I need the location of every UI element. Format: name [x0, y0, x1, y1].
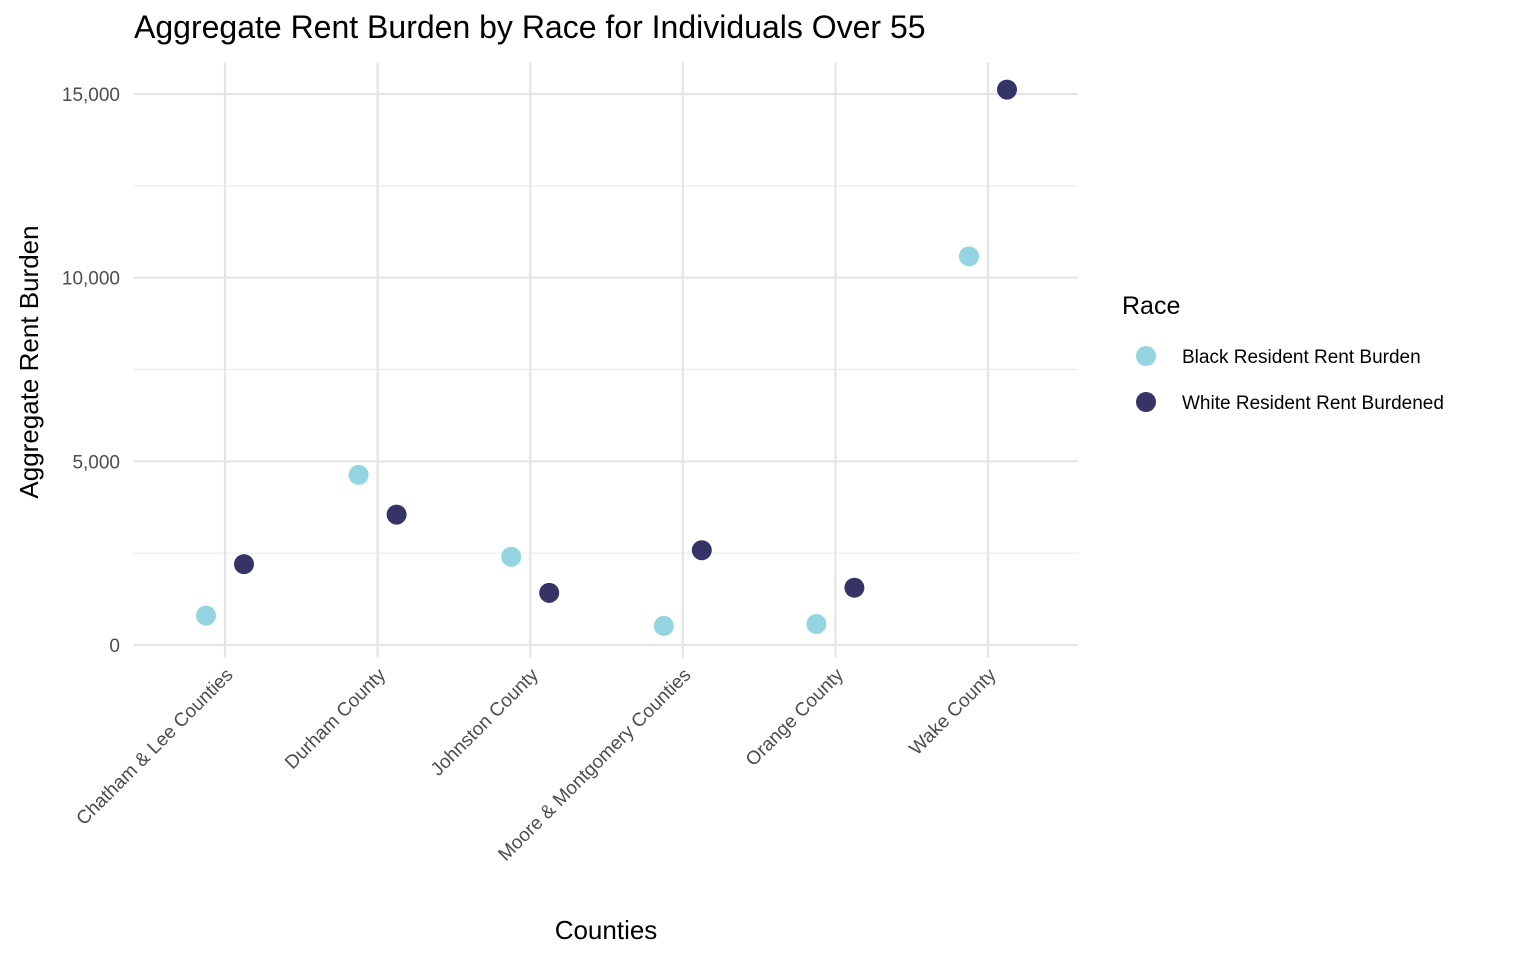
- x-axis-ticks: Chatham & Lee Counties Durham County Johns…: [73, 664, 1001, 865]
- data-point: [959, 246, 979, 267]
- data-points: [196, 79, 1017, 636]
- x-tick-label: Wake County: [906, 664, 1001, 759]
- data-point: [691, 540, 712, 561]
- x-tick-label: Johnston County: [427, 664, 543, 780]
- y-tick-label: 10,000: [62, 269, 120, 290]
- y-axis-title: Aggregate Rent Burden: [14, 225, 44, 498]
- x-tick-label: Durham County: [281, 664, 390, 773]
- legend-label: White Resident Rent Burdened: [1182, 393, 1444, 414]
- legend-label: Black Resident Rent Burden: [1182, 347, 1421, 368]
- data-point: [501, 546, 522, 567]
- y-tick-label: 15,000: [62, 85, 120, 106]
- x-tick-label: Orange County: [742, 664, 848, 770]
- data-point: [234, 554, 254, 575]
- gridlines: [134, 62, 1078, 658]
- legend: Race Black Resident Rent Burden White Res…: [1122, 292, 1444, 414]
- data-point: [539, 582, 560, 603]
- data-point: [653, 615, 674, 636]
- legend-title: Race: [1122, 292, 1180, 320]
- x-axis-title: Counties: [555, 915, 658, 945]
- chart-title: Aggregate Rent Burden by Race for Indivi…: [134, 9, 926, 45]
- data-point: [997, 79, 1017, 100]
- x-tick-label: Chatham & Lee Counties: [73, 665, 238, 830]
- y-tick-label: 0: [109, 636, 120, 657]
- legend-key: [1136, 392, 1156, 412]
- data-point: [806, 614, 827, 635]
- y-tick-label: 5,000: [72, 452, 120, 473]
- data-point: [844, 577, 865, 598]
- y-axis-ticks: 0 5,000 10,000 15,000: [62, 85, 120, 657]
- legend-key: [1136, 346, 1156, 366]
- data-point: [386, 504, 407, 525]
- data-point: [196, 605, 216, 626]
- data-point: [348, 464, 369, 485]
